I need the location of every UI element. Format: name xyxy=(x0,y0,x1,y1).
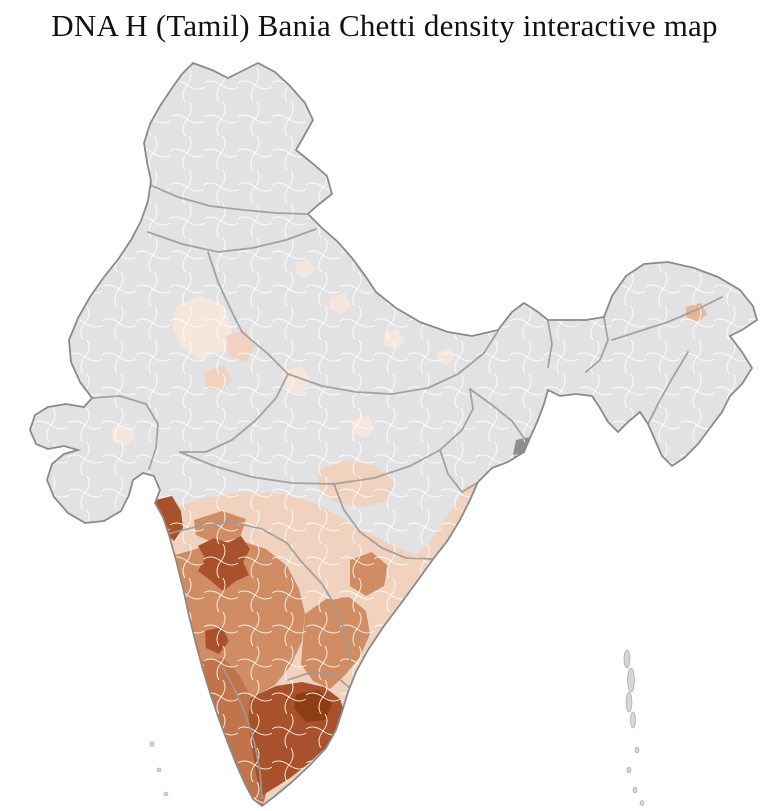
state-boundary-line xyxy=(207,251,243,333)
island[interactable] xyxy=(630,711,636,729)
lakshadweep-islands[interactable] xyxy=(149,741,169,797)
state-boundary-line xyxy=(287,671,353,691)
state-boundary-line xyxy=(469,388,525,439)
state-boundary-line xyxy=(647,351,689,425)
state-boundary-line xyxy=(585,317,609,373)
island[interactable] xyxy=(156,767,162,773)
state-boundary-line xyxy=(149,184,307,215)
state-boundary-line xyxy=(439,449,478,493)
island[interactable] xyxy=(627,667,635,693)
district-borders-overlay xyxy=(30,63,757,806)
page-title: DNA H (Tamil) Bania Chetti density inter… xyxy=(51,8,718,43)
state-boundary-line xyxy=(221,665,263,799)
state-boundary-line xyxy=(147,228,317,253)
andaman-nicobar-islands[interactable] xyxy=(623,649,645,806)
island[interactable] xyxy=(163,791,169,797)
island[interactable] xyxy=(632,786,638,794)
state-boundary-line xyxy=(179,331,289,453)
state-boundary-line xyxy=(299,559,351,661)
state-boundary-line xyxy=(179,388,474,485)
island[interactable] xyxy=(634,746,640,754)
state-boundary-line xyxy=(611,296,723,341)
island[interactable] xyxy=(625,691,633,713)
state-boundary-line xyxy=(547,320,553,368)
state-boundaries xyxy=(91,184,723,799)
state-boundary-line xyxy=(166,521,301,561)
state-boundary-line xyxy=(333,483,433,560)
island[interactable] xyxy=(623,649,631,669)
island[interactable] xyxy=(149,741,155,747)
island[interactable] xyxy=(639,800,645,806)
state-boundary-line xyxy=(91,395,159,470)
state-boundary-line xyxy=(287,330,499,395)
island[interactable] xyxy=(626,766,632,774)
